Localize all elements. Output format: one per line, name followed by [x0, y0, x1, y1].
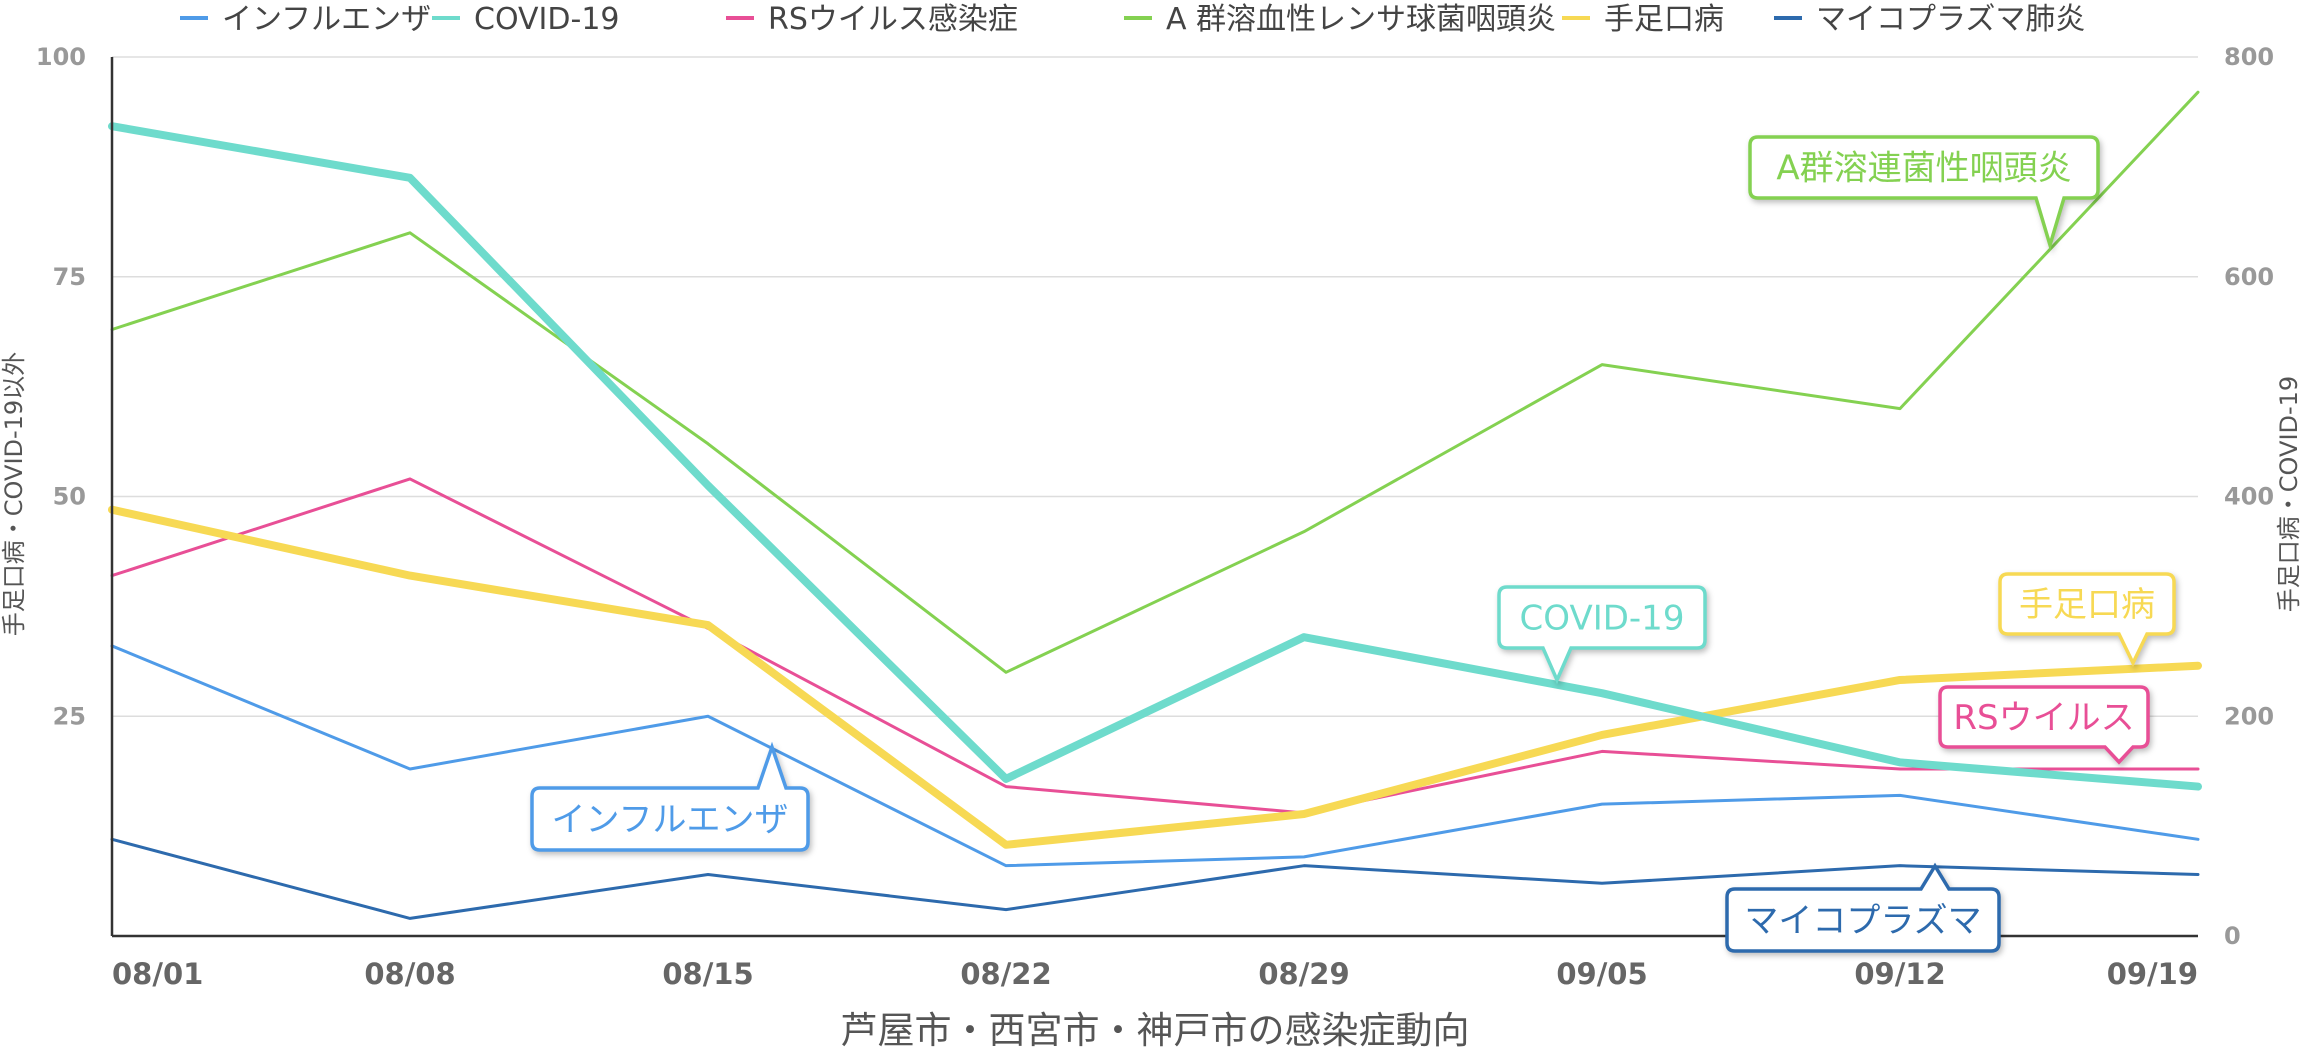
y-right-tick-label: 400	[2224, 483, 2274, 511]
y-left-tick-label: 100	[36, 43, 86, 71]
legend-label: マイコプラズマ肺炎	[1816, 2, 2085, 37]
legend-label: インフルエンザ	[222, 2, 431, 37]
x-tick-label: 09/12	[1854, 957, 1945, 991]
legend-label: COVID-19	[474, 2, 620, 37]
callout-label: A群溶連菌性咽頭炎	[1776, 149, 2071, 189]
series-line	[110, 644, 2200, 868]
callout-label: COVID-19	[1520, 599, 1685, 639]
x-tick-label: 09/19	[2107, 957, 2198, 991]
callout: 手足口病	[1998, 572, 2176, 668]
x-tick-label: 08/29	[1258, 957, 1349, 991]
callout-bubble	[530, 741, 810, 852]
y-left-tick-label: 50	[53, 483, 86, 511]
callout-bubble	[1998, 572, 2176, 668]
legend: インフルエンザ COVID-19 RSウイルス感染症 A 群溶血性レンサ球菌咽頭炎 手足…	[180, 2, 2085, 37]
callout: インフルエンザ	[530, 741, 810, 852]
series-line	[108, 122, 2202, 791]
callout-bubble	[1938, 685, 2150, 765]
x-tick-label: 08/08	[364, 957, 455, 991]
callout-label: RSウイルス	[1953, 698, 2134, 738]
callout: RSウイルス	[1938, 685, 2150, 765]
x-tick-label: 08/15	[662, 957, 753, 991]
callouts: A群溶連菌性咽頭炎 COVID-19 手足口病 RSウイルスインフルエンザマイコプラズ…	[530, 135, 2176, 953]
y-axis-right-title: 手足口病・COVID-19	[2275, 376, 2303, 612]
callout-bubble	[1725, 862, 2001, 953]
series-line	[110, 837, 2200, 920]
callout-label: インフルエンザ	[552, 800, 789, 840]
legend-label: 手足口病	[1604, 2, 1724, 37]
callout: A群溶連菌性咽頭炎	[1748, 135, 2100, 252]
x-tick-label: 08/01	[112, 957, 203, 991]
x-tick-label: 09/05	[1556, 957, 1647, 991]
series-lines	[108, 90, 2202, 920]
y-right-tick-label: 0	[2224, 922, 2241, 950]
callout: マイコプラズマ	[1725, 862, 2001, 953]
y-right-tick-label: 800	[2224, 43, 2274, 71]
series-line	[110, 90, 2200, 674]
series-line	[108, 505, 2202, 849]
legend-label: A 群溶血性レンサ球菌咽頭炎	[1166, 2, 1556, 37]
y-right-tick-label: 600	[2224, 263, 2274, 291]
callout-bubble	[1497, 585, 1707, 685]
callout-bubble	[1748, 135, 2100, 252]
x-tick-label: 08/22	[960, 957, 1051, 991]
y-axis-left-title: 手足口病・COVID-19以外	[0, 352, 28, 636]
grid-lines	[112, 56, 2198, 717]
callout-label: 手足口病	[2019, 585, 2155, 625]
chart-title: 芦屋市・西宮市・神戸市の感染症動向	[841, 1009, 1470, 1052]
series-line	[110, 477, 2200, 815]
callout-label: マイコプラズマ	[1744, 901, 1981, 941]
y-left-tick-label: 75	[53, 263, 86, 291]
axes: 100 75 50 25 800 600 400 200 0 08/01 08/08 08/15 08/…	[36, 43, 2274, 991]
y-left-tick-label: 25	[53, 702, 86, 730]
callout: COVID-19	[1497, 585, 1707, 685]
y-right-tick-label: 200	[2224, 702, 2274, 730]
legend-label: RSウイルス感染症	[768, 2, 1018, 37]
